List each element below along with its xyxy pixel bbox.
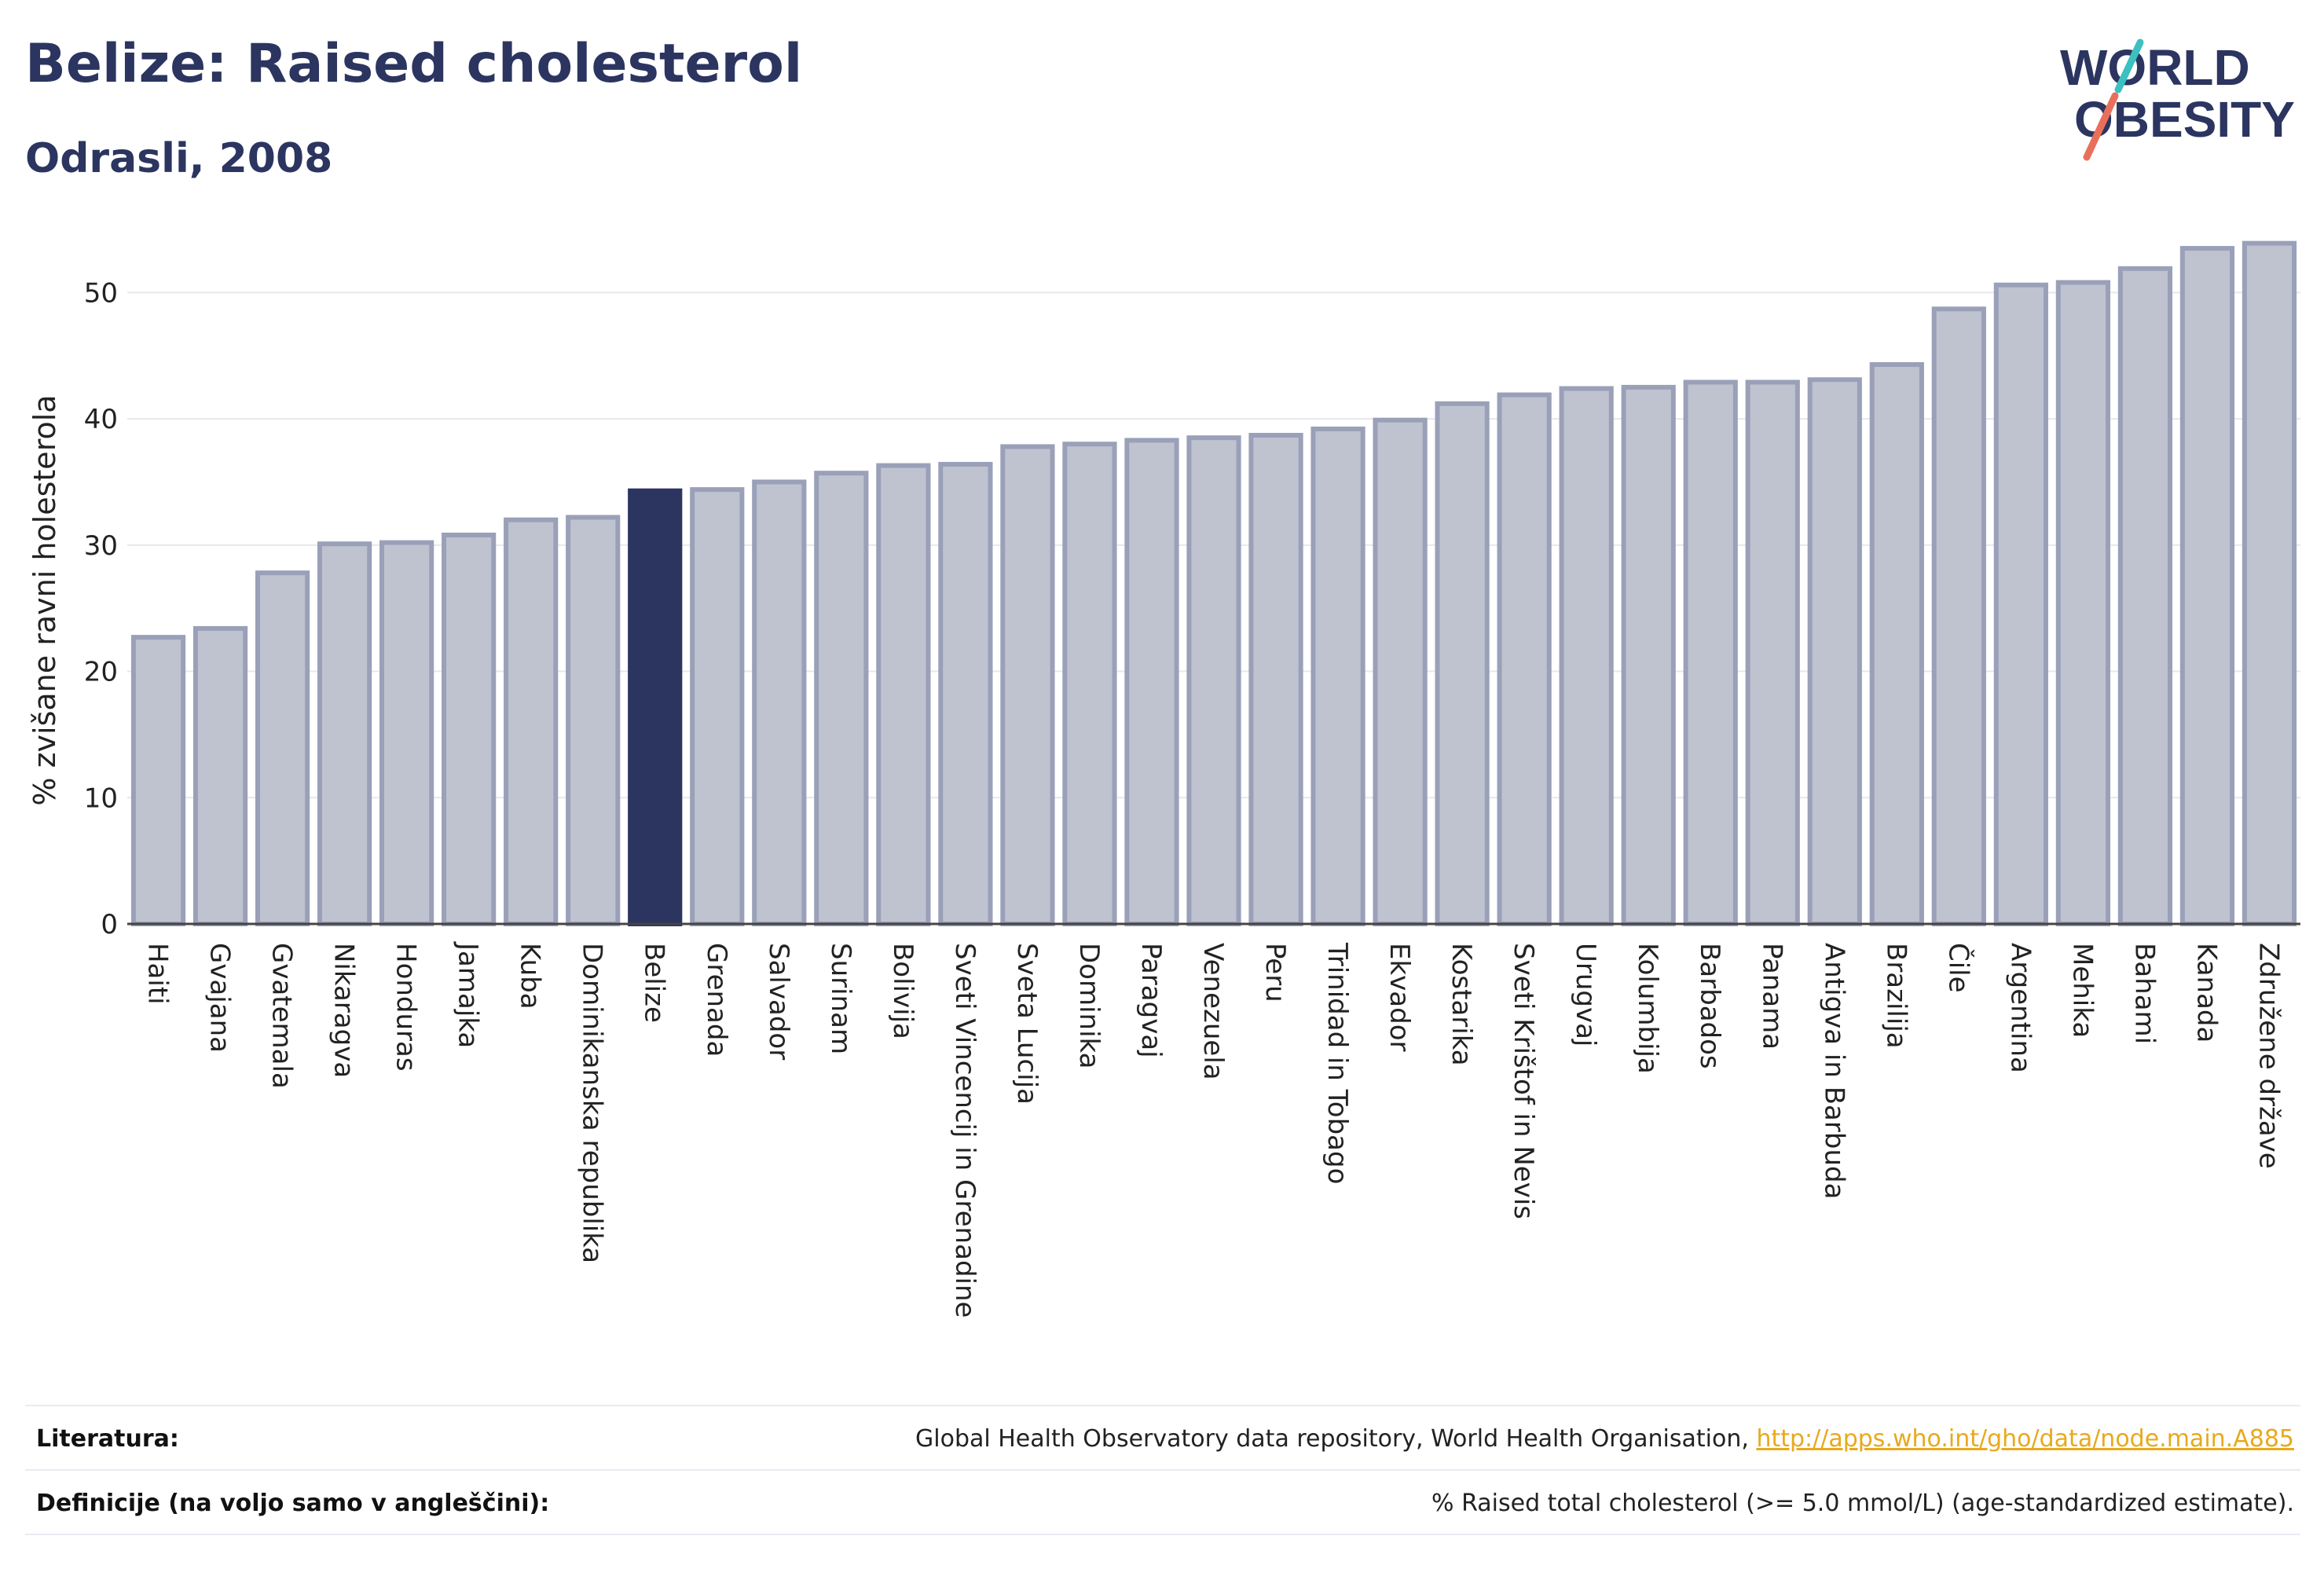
y-tick-label: 20 bbox=[84, 657, 118, 688]
definitions-value: % Raised total cholesterol (>= 5.0 mmol/… bbox=[1431, 1490, 2294, 1517]
bar bbox=[192, 625, 248, 926]
x-tick-label: Venezuela bbox=[1197, 943, 1229, 1080]
bar bbox=[1186, 435, 1241, 926]
x-tick-label: Peru bbox=[1259, 943, 1291, 1002]
bar bbox=[690, 487, 745, 926]
bar bbox=[1062, 442, 1117, 926]
references-value: Global Health Observatory data repositor… bbox=[915, 1425, 2294, 1453]
x-tick-label: Antigva in Barbuda bbox=[1818, 943, 1849, 1199]
x-tick-label: Kuba bbox=[515, 943, 546, 1010]
x-tick-label: Bolivija bbox=[887, 943, 918, 1039]
x-tick-label: Gvajana bbox=[204, 943, 236, 1053]
footer-divider-top bbox=[25, 1405, 2300, 1406]
bar bbox=[1869, 361, 1924, 926]
x-tick-label: Združene države bbox=[2253, 943, 2284, 1169]
logo-slash-coral bbox=[2083, 92, 2119, 161]
x-tick-label: Trinidad in Tobago bbox=[1321, 942, 1353, 1184]
x-tick-label: Grenada bbox=[701, 943, 732, 1057]
x-tick-label: Bahami bbox=[2128, 943, 2160, 1044]
x-tick-label: Kolumbija bbox=[1632, 943, 1663, 1074]
chart-subtitle: Odrasli, 2008 bbox=[25, 135, 333, 182]
bar bbox=[2117, 266, 2173, 926]
y-axis-label: % zvišane ravni holesterola bbox=[27, 394, 62, 805]
x-tick-label: Mehika bbox=[2066, 943, 2098, 1038]
bar bbox=[255, 570, 310, 926]
x-tick-label: Surinam bbox=[825, 943, 856, 1054]
x-tick-label: Sveta Lucija bbox=[1011, 943, 1043, 1105]
bar bbox=[2055, 280, 2111, 927]
bar bbox=[504, 517, 559, 926]
bar bbox=[1248, 432, 1303, 926]
world-obesity-logo: WORLD OBESITY bbox=[2060, 38, 2295, 161]
references-link[interactable]: http://apps.who.int/gho/data/node.main.A… bbox=[1756, 1425, 2294, 1453]
bar bbox=[1931, 306, 1986, 926]
bar bbox=[1621, 384, 1676, 926]
x-tick-label: Ekvador bbox=[1384, 943, 1415, 1052]
y-tick-label: 0 bbox=[101, 909, 118, 940]
logo-slash-teal bbox=[2114, 38, 2144, 93]
x-tick-label: Belize bbox=[639, 943, 670, 1023]
x-tick-label: Urugvaj bbox=[1570, 943, 1601, 1046]
x-tick-label: Argentina bbox=[2004, 943, 2036, 1073]
bar bbox=[1373, 417, 1428, 926]
bar bbox=[2242, 240, 2297, 926]
bar bbox=[1559, 386, 1614, 926]
x-tick-label: Barbados bbox=[1694, 943, 1725, 1069]
bar bbox=[1683, 379, 1738, 927]
bar bbox=[1497, 392, 1552, 926]
x-tick-label: Paragvaj bbox=[1135, 943, 1167, 1058]
bar bbox=[1745, 379, 1800, 927]
bar bbox=[1124, 438, 1179, 926]
bar bbox=[876, 463, 931, 926]
definitions-label: Definicije (na voljo samo v angleščini): bbox=[36, 1490, 550, 1517]
x-tick-label: Dominika bbox=[1073, 943, 1105, 1068]
y-tick-label: 40 bbox=[84, 404, 118, 435]
x-tick-label: Čile bbox=[1942, 943, 1974, 993]
x-tick-label: Honduras bbox=[390, 943, 422, 1072]
x-tick-label: Panama bbox=[1756, 943, 1787, 1050]
bar bbox=[2179, 246, 2235, 927]
chart-title: Belize: Raised cholesterol bbox=[25, 33, 803, 95]
x-tick-label: Salvador bbox=[763, 943, 794, 1060]
bar bbox=[938, 461, 993, 926]
bar bbox=[752, 479, 807, 926]
y-tick-label: 50 bbox=[84, 277, 118, 309]
x-tick-label: Sveti Krištof in Nevis bbox=[1508, 943, 1539, 1219]
y-tick-label: 30 bbox=[84, 530, 118, 562]
footer-divider-middle bbox=[25, 1469, 2300, 1471]
references-label: Literatura: bbox=[36, 1425, 179, 1453]
x-tick-label: Dominikanska republika bbox=[577, 943, 608, 1263]
bar bbox=[1000, 444, 1055, 926]
bar-chart: 0 10 20 30 40 50 Haiti Gvajana Gvatemala Nikaragv… bbox=[27, 240, 2300, 1318]
x-tick-label: Nikaragva bbox=[328, 943, 360, 1078]
bar bbox=[1993, 282, 2048, 927]
x-tick-label: Brazilija bbox=[1880, 943, 1912, 1049]
bar bbox=[1807, 377, 1862, 926]
logo-text-world: WORLD bbox=[2060, 39, 2250, 96]
bar-highlighted bbox=[628, 488, 683, 926]
y-tick-label: 10 bbox=[84, 783, 118, 814]
footer-divider-bottom bbox=[25, 1534, 2300, 1535]
references-text: Global Health Observatory data repositor… bbox=[915, 1425, 1757, 1453]
bar bbox=[1310, 426, 1365, 926]
bar bbox=[566, 515, 621, 926]
x-tick-label: Kanada bbox=[2190, 943, 2222, 1043]
x-tick-label: Kostarika bbox=[1446, 943, 1477, 1066]
x-tick-label: Jamajka bbox=[453, 941, 484, 1048]
bar bbox=[1435, 401, 1490, 926]
x-tick-label: Gvatemala bbox=[266, 943, 298, 1089]
x-tick-label: Haiti bbox=[142, 943, 174, 1005]
bar bbox=[379, 540, 434, 926]
bar bbox=[130, 635, 186, 927]
bar bbox=[317, 541, 372, 927]
x-tick-label: Sveti Vincencij in Grenadine bbox=[949, 943, 981, 1318]
bar bbox=[442, 532, 497, 927]
bar bbox=[814, 471, 869, 926]
